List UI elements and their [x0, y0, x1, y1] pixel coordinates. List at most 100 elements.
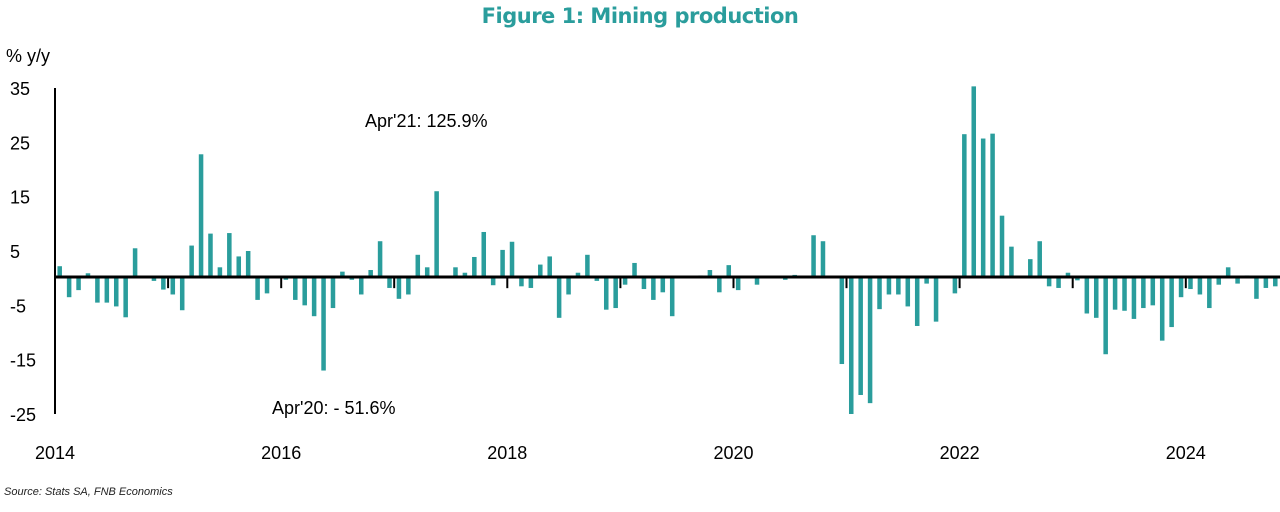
- bar: [896, 278, 901, 295]
- bar: [481, 231, 487, 279]
- bar: [358, 278, 364, 295]
- bar: [820, 241, 826, 279]
- bar: [877, 278, 882, 310]
- source-note: Source: Stats SA, FNB Economics: [4, 486, 173, 498]
- bar: [924, 278, 929, 284]
- bar: [406, 278, 411, 295]
- bar: [886, 278, 892, 295]
- bar: [302, 278, 307, 306]
- bar: [1131, 278, 1137, 319]
- bar: [858, 278, 863, 395]
- y-tick-label: -5: [10, 296, 26, 316]
- bar: [1216, 278, 1222, 285]
- bar: [914, 278, 920, 326]
- bar: [236, 256, 242, 279]
- bar: [1141, 278, 1146, 309]
- bar: [1065, 272, 1071, 279]
- bar-series: [57, 86, 1278, 414]
- bar: [377, 241, 383, 279]
- bar: [161, 278, 166, 290]
- bar: [453, 267, 458, 279]
- bar: [170, 278, 176, 295]
- bar: [104, 278, 110, 303]
- bar: [726, 265, 732, 279]
- bar: [528, 278, 534, 288]
- x-tick-label: 2014: [35, 443, 75, 463]
- bar: [349, 278, 355, 280]
- bar: [415, 254, 421, 279]
- bar: [255, 278, 260, 300]
- bar: [387, 278, 392, 288]
- x-tick-label: 2020: [713, 443, 753, 463]
- bar: [264, 278, 270, 294]
- bar: [1273, 278, 1278, 287]
- y-tick-label: 15: [10, 188, 30, 208]
- bar: [1150, 278, 1156, 306]
- bar: [1028, 259, 1033, 279]
- bar: [1178, 278, 1184, 298]
- bar: [321, 278, 326, 371]
- bar: [1207, 278, 1212, 309]
- bar: [905, 278, 911, 307]
- x-tick-label: 2022: [940, 443, 980, 463]
- bar: [1046, 278, 1052, 287]
- x-tick-label: 2024: [1166, 443, 1206, 463]
- bar: [783, 278, 788, 280]
- bar: [1263, 278, 1269, 288]
- bar: [198, 154, 204, 279]
- bar: [1122, 278, 1127, 311]
- bar: [990, 133, 995, 279]
- bar: [594, 278, 600, 281]
- bar: [632, 262, 637, 279]
- bar: [57, 266, 62, 279]
- annotation-apr21: Apr'21: 125.9%: [365, 111, 488, 131]
- bar: [396, 278, 402, 299]
- bar: [1103, 278, 1108, 355]
- bar: [867, 278, 873, 404]
- bar: [547, 256, 552, 279]
- bar: [66, 278, 72, 298]
- bar: [217, 267, 223, 279]
- bar: [519, 278, 524, 287]
- bar: [839, 278, 845, 365]
- bar: [971, 86, 977, 279]
- bar: [669, 278, 675, 317]
- bar: [113, 278, 119, 307]
- bar: [1235, 278, 1240, 284]
- bar: [952, 278, 958, 294]
- x-tick-label: 2018: [487, 443, 527, 463]
- bar: [123, 278, 128, 318]
- bar: [340, 271, 345, 279]
- bar: [500, 249, 505, 279]
- bar: [754, 278, 760, 285]
- bar: [462, 272, 468, 279]
- bar: [151, 278, 157, 281]
- bar: [556, 278, 562, 318]
- bar: [613, 278, 618, 309]
- bar: [330, 278, 336, 309]
- annotation-apr20: Apr'20: - 51.6%: [272, 398, 396, 418]
- chart-title: Figure 1: Mining production: [481, 4, 799, 28]
- bar: [293, 278, 298, 300]
- bar: [1084, 278, 1090, 314]
- bar: [1056, 278, 1061, 288]
- bar: [603, 278, 609, 310]
- bar: [1169, 278, 1174, 328]
- bar: [1009, 246, 1014, 279]
- bar: [132, 248, 138, 279]
- bar: [566, 278, 571, 295]
- bar: [538, 264, 543, 279]
- bar: [1254, 278, 1259, 299]
- bar: [1112, 278, 1118, 310]
- bar: [368, 270, 373, 279]
- x-tick-labels: 2014 2016 2018 2020 2022 2024: [35, 277, 1206, 463]
- bar: [962, 134, 967, 279]
- bar: [641, 278, 647, 290]
- bar: [622, 278, 628, 285]
- bar: [311, 278, 317, 317]
- bar: [227, 233, 232, 279]
- bar: [1225, 267, 1231, 279]
- bar: [179, 278, 185, 311]
- bar: [472, 256, 477, 279]
